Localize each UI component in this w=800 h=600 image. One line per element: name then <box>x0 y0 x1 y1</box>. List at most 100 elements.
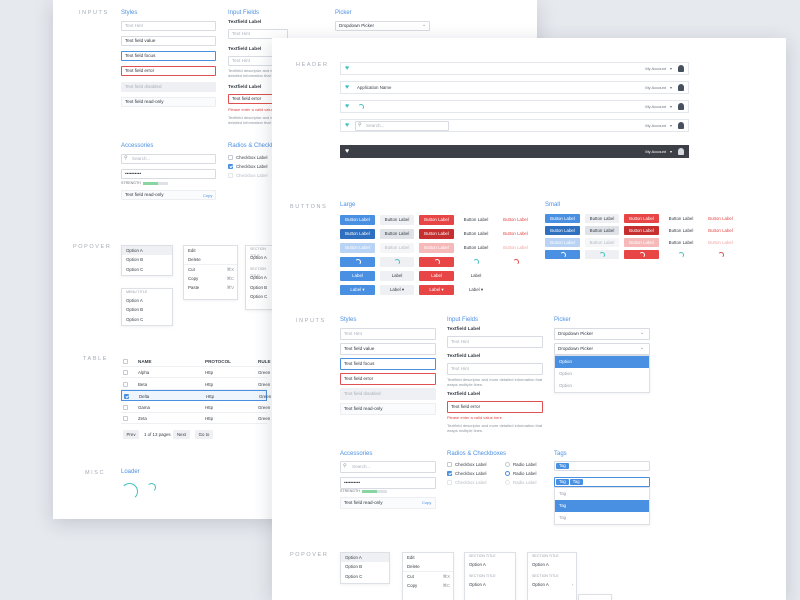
menu-item[interactable]: Option A <box>469 562 486 567</box>
logo-heart-icon[interactable]: ♥ <box>345 84 350 91</box>
dropdown-picker[interactable]: Dropdown Picker <box>335 21 430 31</box>
secondary-button-small[interactable]: Button Label <box>585 214 619 223</box>
table-row[interactable]: Delta Http Green <box>121 390 271 401</box>
row-checkbox[interactable] <box>123 381 128 387</box>
text-button-loading[interactable] <box>459 257 493 267</box>
menu-item[interactable]: Option B <box>126 307 144 313</box>
menu-item-copy[interactable]: Copy ⌘C <box>403 581 453 590</box>
secondary-button-small-loading[interactable] <box>585 250 619 259</box>
account-menu[interactable]: My Account <box>645 104 666 109</box>
text-danger-button-large[interactable]: Button Label <box>503 245 528 250</box>
tag-option[interactable]: Tag <box>559 515 567 520</box>
row-checkbox[interactable] <box>124 394 129 399</box>
column-header-name[interactable]: NAME <box>138 359 152 364</box>
copy-button[interactable]: Copy <box>422 500 432 505</box>
danger-button-small-loading[interactable] <box>624 250 659 259</box>
menu-item-cut[interactable]: Cut ⌘X <box>403 572 453 581</box>
menu-item[interactable]: Option B <box>126 257 144 263</box>
menu-item[interactable]: Option A <box>126 298 143 303</box>
menu-item[interactable]: Option C <box>126 316 144 322</box>
tag-input-focus[interactable]: Tag Tag <box>554 477 650 487</box>
secondary-button-small[interactable]: Button Label <box>585 238 619 247</box>
row-checkbox[interactable] <box>123 404 128 410</box>
text-field-hint[interactable]: Text Hint <box>340 328 436 340</box>
primary-button-large[interactable]: Button Label <box>340 229 375 239</box>
avatar[interactable] <box>678 122 684 129</box>
menu-item[interactable]: Option C <box>345 573 363 579</box>
column-header-protocol[interactable]: PROTOCOL <box>205 359 231 364</box>
radio[interactable] <box>505 462 510 467</box>
danger-button-loading[interactable] <box>419 257 454 267</box>
text-button-small[interactable]: Button Label <box>668 240 694 245</box>
text-field-value[interactable]: Text field value <box>121 36 216 46</box>
table-row[interactable]: Beta Http Green <box>121 379 270 390</box>
secondary-button-short[interactable]: Label <box>380 271 414 281</box>
menu-item[interactable]: Option C <box>126 266 144 272</box>
text-field-focus[interactable]: Text field focus <box>121 51 216 61</box>
text-danger-button-small[interactable]: Button Label <box>708 228 733 233</box>
text-button-large[interactable]: Button Label <box>463 245 489 250</box>
logo-heart-icon[interactable]: ♥ <box>345 148 350 155</box>
menu-item[interactable]: Option A <box>250 255 267 260</box>
tag-chip[interactable]: Tag <box>569 479 583 485</box>
danger-button-large[interactable]: Button Label <box>419 243 454 253</box>
text-danger-button-small[interactable]: Button Label <box>708 216 733 221</box>
search-input[interactable]: Search... <box>121 154 216 164</box>
avatar[interactable] <box>678 65 684 72</box>
tag-option[interactable]: Tag <box>559 491 567 496</box>
select-all-checkbox[interactable] <box>123 359 128 364</box>
text-button-large[interactable]: Button Label <box>463 231 489 236</box>
menu-item-cut[interactable]: Cut ⌘X <box>184 265 237 274</box>
primary-button-loading[interactable] <box>340 257 375 267</box>
tag-chip[interactable]: Tag <box>556 479 569 485</box>
checkbox[interactable] <box>447 462 452 467</box>
picker-option[interactable]: Option <box>559 371 572 376</box>
primary-button-small-loading[interactable] <box>545 250 580 259</box>
logo-heart-icon[interactable]: ♥ <box>345 122 350 129</box>
menu-item-edit[interactable]: Edit <box>407 555 415 560</box>
primary-button-short[interactable]: Label <box>340 271 375 281</box>
menu-item[interactable]: Option A › <box>528 580 576 589</box>
danger-button-small[interactable]: Button Label <box>624 214 659 223</box>
picker-option[interactable]: Option <box>559 383 572 388</box>
goto-page-button[interactable]: Go to <box>195 430 213 439</box>
textfield-hint-input[interactable]: Text Hint <box>228 29 288 39</box>
menu-item-paste[interactable]: Paste ⌘V <box>184 283 237 292</box>
menu-item-edit[interactable]: Edit <box>188 248 196 253</box>
logo-heart-icon[interactable]: ♥ <box>345 103 350 110</box>
menu-item[interactable]: Option C <box>250 293 268 299</box>
text-button-small-loading[interactable] <box>664 250 698 259</box>
table-row[interactable]: Gama Http Green <box>121 402 270 413</box>
checkbox[interactable] <box>228 155 233 160</box>
secondary-button-large[interactable]: Button Label <box>380 215 414 225</box>
danger-button-large[interactable]: Button Label <box>419 215 454 225</box>
primary-button-small[interactable]: Button Label <box>545 214 580 223</box>
menu-item[interactable]: Option A <box>122 246 172 256</box>
logo-heart-icon[interactable]: ♥ <box>345 65 350 72</box>
copy-button[interactable]: Copy <box>203 193 213 198</box>
textfield-error-input[interactable]: Text field error <box>447 401 543 413</box>
danger-dropdown-button[interactable]: Label ▾ <box>419 285 454 295</box>
primary-button-large[interactable]: Button Label <box>340 215 375 225</box>
menu-item-copy[interactable]: Copy ⌘C <box>184 274 237 283</box>
password-field[interactable]: •••••••••• <box>340 477 436 489</box>
primary-button-large[interactable]: Button Label <box>340 243 375 253</box>
header-search-input[interactable]: Search... <box>355 121 449 131</box>
tag-chip[interactable]: Tag <box>556 463 569 469</box>
password-field[interactable]: •••••••••• <box>121 169 216 179</box>
primary-button-small[interactable]: Button Label <box>545 226 580 235</box>
dropdown-picker[interactable]: Dropdown Picker <box>554 328 650 340</box>
picker-option-selected[interactable]: Option <box>555 356 649 368</box>
table-row[interactable]: Alpha Http Green <box>121 367 270 378</box>
menu-item[interactable]: Option B <box>345 564 363 570</box>
column-header-rule[interactable]: RULE <box>258 359 271 364</box>
danger-button-small[interactable]: Button Label <box>624 226 659 235</box>
menu-item[interactable]: Option A <box>341 553 389 563</box>
dropdown-picker-open[interactable]: Dropdown Picker <box>554 343 650 355</box>
text-field-hint[interactable]: Text Hint <box>121 21 216 31</box>
account-menu[interactable]: My Account <box>645 149 666 154</box>
tag-option-selected[interactable]: Tag <box>555 500 649 512</box>
account-menu[interactable]: My Account <box>645 123 666 128</box>
avatar[interactable] <box>678 103 684 110</box>
next-page-button[interactable]: Next <box>173 430 190 439</box>
